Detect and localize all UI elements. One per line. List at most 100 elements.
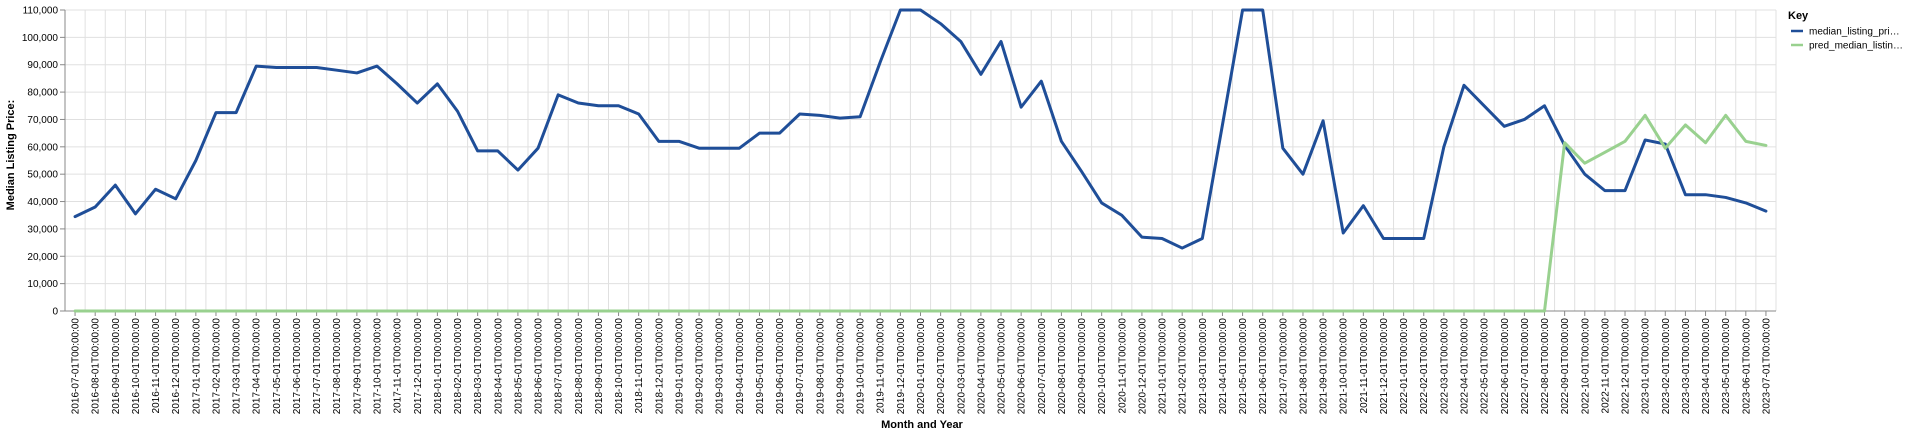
x-tick-label: 2019-05-01T00:00:00 (755, 318, 766, 415)
x-tick-label: 2017-08-01T00:00:00 (332, 318, 343, 415)
x-tick-label: 2021-02-01T00:00:00 (1178, 318, 1189, 415)
x-tick-label: 2018-02-01T00:00:00 (453, 318, 464, 415)
x-tick-label: 2017-05-01T00:00:00 (272, 318, 283, 415)
x-tick-label: 2016-07-01T00:00:00 (71, 318, 82, 415)
x-tick-label: 2020-09-01T00:00:00 (1077, 318, 1088, 415)
y-tick-label: 0 (52, 307, 58, 318)
x-tick-label: 2019-02-01T00:00:00 (695, 318, 706, 415)
x-tick-label: 2022-04-01T00:00:00 (1459, 318, 1470, 415)
x-tick-label: 2019-10-01T00:00:00 (856, 318, 867, 415)
y-tick-label: 20,000 (27, 252, 58, 263)
x-tick-label: 2023-04-01T00:00:00 (1701, 318, 1712, 415)
x-tick-label: 2016-08-01T00:00:00 (91, 318, 102, 415)
x-tick-label: 2018-11-01T00:00:00 (634, 318, 645, 414)
y-tick-label: 30,000 (27, 224, 58, 235)
x-tick-label: 2021-09-01T00:00:00 (1319, 318, 1330, 415)
x-tick-label: 2022-10-01T00:00:00 (1580, 318, 1591, 415)
legend-label: median_listing_pri… (1809, 27, 1900, 38)
x-tick-label: 2019-12-01T00:00:00 (896, 318, 907, 415)
x-tick-label: 2018-05-01T00:00:00 (513, 318, 524, 415)
x-tick-label: 2021-07-01T00:00:00 (1278, 318, 1289, 415)
x-tick-label: 2018-03-01T00:00:00 (473, 318, 484, 415)
x-tick-label: 2023-05-01T00:00:00 (1721, 318, 1732, 415)
y-tick-label: 70,000 (27, 115, 58, 126)
x-tick-label: 2020-03-01T00:00:00 (956, 318, 967, 415)
x-tick-label: 2023-06-01T00:00:00 (1741, 318, 1752, 415)
x-tick-label: 2022-03-01T00:00:00 (1439, 318, 1450, 415)
x-tick-label: 2018-07-01T00:00:00 (554, 318, 565, 415)
x-tick-label: 2022-11-01T00:00:00 (1600, 318, 1611, 414)
x-tick-label: 2017-11-01T00:00:00 (393, 318, 404, 414)
x-tick-label: 2020-12-01T00:00:00 (1137, 318, 1148, 415)
x-tick-label: 2017-07-01T00:00:00 (312, 318, 323, 415)
x-tick-label: 2021-08-01T00:00:00 (1298, 318, 1309, 415)
y-tick-label: 100,000 (22, 33, 59, 44)
y-tick-label: 80,000 (27, 88, 58, 99)
x-tick-label: 2017-10-01T00:00:00 (373, 318, 384, 415)
legend-title: Key (1788, 10, 1809, 22)
x-tick-label: 2021-06-01T00:00:00 (1258, 318, 1269, 415)
x-tick-label: 2022-01-01T00:00:00 (1399, 318, 1410, 415)
x-tick-label: 2022-08-01T00:00:00 (1540, 318, 1551, 415)
x-tick-label: 2021-11-01T00:00:00 (1359, 318, 1370, 414)
x-tick-label: 2017-12-01T00:00:00 (413, 318, 424, 415)
x-tick-label: 2021-03-01T00:00:00 (1198, 318, 1209, 415)
x-tick-label: 2018-10-01T00:00:00 (614, 318, 625, 415)
x-tick-label: 2020-05-01T00:00:00 (997, 318, 1008, 415)
legend: Key median_listing_pri… pred_median_listi… (1788, 10, 1903, 52)
x-tick-label: 2019-07-01T00:00:00 (795, 318, 806, 415)
x-tick-label: 2019-09-01T00:00:00 (835, 318, 846, 415)
x-tick-label: 2018-04-01T00:00:00 (493, 318, 504, 415)
y-tick-label: 40,000 (27, 197, 58, 208)
x-tick-label: 2020-11-01T00:00:00 (1117, 318, 1128, 414)
x-tick-label: 2016-10-01T00:00:00 (131, 318, 142, 415)
x-tick-label: 2019-04-01T00:00:00 (735, 318, 746, 415)
x-tick-label: 2022-02-01T00:00:00 (1419, 318, 1430, 415)
x-tick-label: 2022-06-01T00:00:00 (1500, 318, 1511, 415)
x-tick-label: 2018-08-01T00:00:00 (574, 318, 585, 415)
x-tick-label: 2020-02-01T00:00:00 (936, 318, 947, 415)
gridlines (64, 9, 1777, 312)
x-tick-label: 2020-04-01T00:00:00 (976, 318, 987, 415)
x-tick-label: 2018-01-01T00:00:00 (433, 318, 444, 415)
x-tick-label: 2022-07-01T00:00:00 (1520, 318, 1531, 415)
x-tick-label: 2020-06-01T00:00:00 (1017, 318, 1028, 415)
series-line-1 (73, 8, 1768, 250)
x-tick-label: 2020-10-01T00:00:00 (1097, 318, 1108, 415)
x-tick-label: 2019-11-01T00:00:00 (876, 318, 887, 414)
legend-label: pred_median_listin… (1809, 41, 1903, 52)
x-tick-label: 2019-03-01T00:00:00 (715, 318, 726, 415)
x-tick-label: 2023-03-01T00:00:00 (1681, 318, 1692, 415)
y-tick-label: 90,000 (27, 60, 58, 71)
x-tick-label: 2018-06-01T00:00:00 (534, 318, 545, 415)
x-tick-label: 2018-09-01T00:00:00 (594, 318, 605, 415)
x-tick-label: 2017-02-01T00:00:00 (211, 318, 222, 415)
x-tick-label: 2019-01-01T00:00:00 (674, 318, 685, 415)
y-tick-label: 60,000 (27, 142, 58, 153)
series-line-2 (73, 113, 1768, 313)
x-tick-label: 2018-12-01T00:00:00 (654, 318, 665, 415)
x-tick-label: 2022-05-01T00:00:00 (1480, 318, 1491, 415)
x-tick-label: 2020-07-01T00:00:00 (1037, 318, 1048, 415)
x-tick-label: 2022-12-01T00:00:00 (1621, 318, 1632, 415)
x-axis: 2016-07-01T00:00:00 2016-08-01T00:00:00 20… (65, 310, 1776, 415)
x-tick-label: 2020-01-01T00:00:00 (916, 318, 927, 415)
x-tick-label: 2022-09-01T00:00:00 (1560, 318, 1571, 415)
x-tick-label: 2017-06-01T00:00:00 (292, 318, 303, 415)
x-tick-label: 2017-01-01T00:00:00 (191, 318, 202, 415)
x-tick-label: 2021-04-01T00:00:00 (1218, 318, 1229, 415)
x-tick-label: 2023-02-01T00:00:00 (1661, 318, 1672, 415)
x-tick-label: 2023-01-01T00:00:00 (1641, 318, 1652, 415)
x-tick-label: 2016-11-01T00:00:00 (151, 318, 162, 414)
series-lines (73, 8, 1768, 313)
x-tick-label: 2016-09-01T00:00:00 (111, 318, 122, 415)
x-tick-label: 2023-07-01T00:00:00 (1761, 318, 1772, 415)
x-tick-label: 2020-08-01T00:00:00 (1057, 318, 1068, 415)
x-tick-label: 2017-03-01T00:00:00 (232, 318, 243, 415)
x-tick-label: 2017-04-01T00:00:00 (252, 318, 263, 415)
x-tick-label: 2021-01-01T00:00:00 (1158, 318, 1169, 415)
y-axis: 0 10,000 20,000 30,000 40,000 50,000 60,000 70,… (22, 6, 66, 318)
x-tick-label: 2019-08-01T00:00:00 (815, 318, 826, 415)
x-tick-label: 2016-12-01T00:00:00 (171, 318, 182, 415)
